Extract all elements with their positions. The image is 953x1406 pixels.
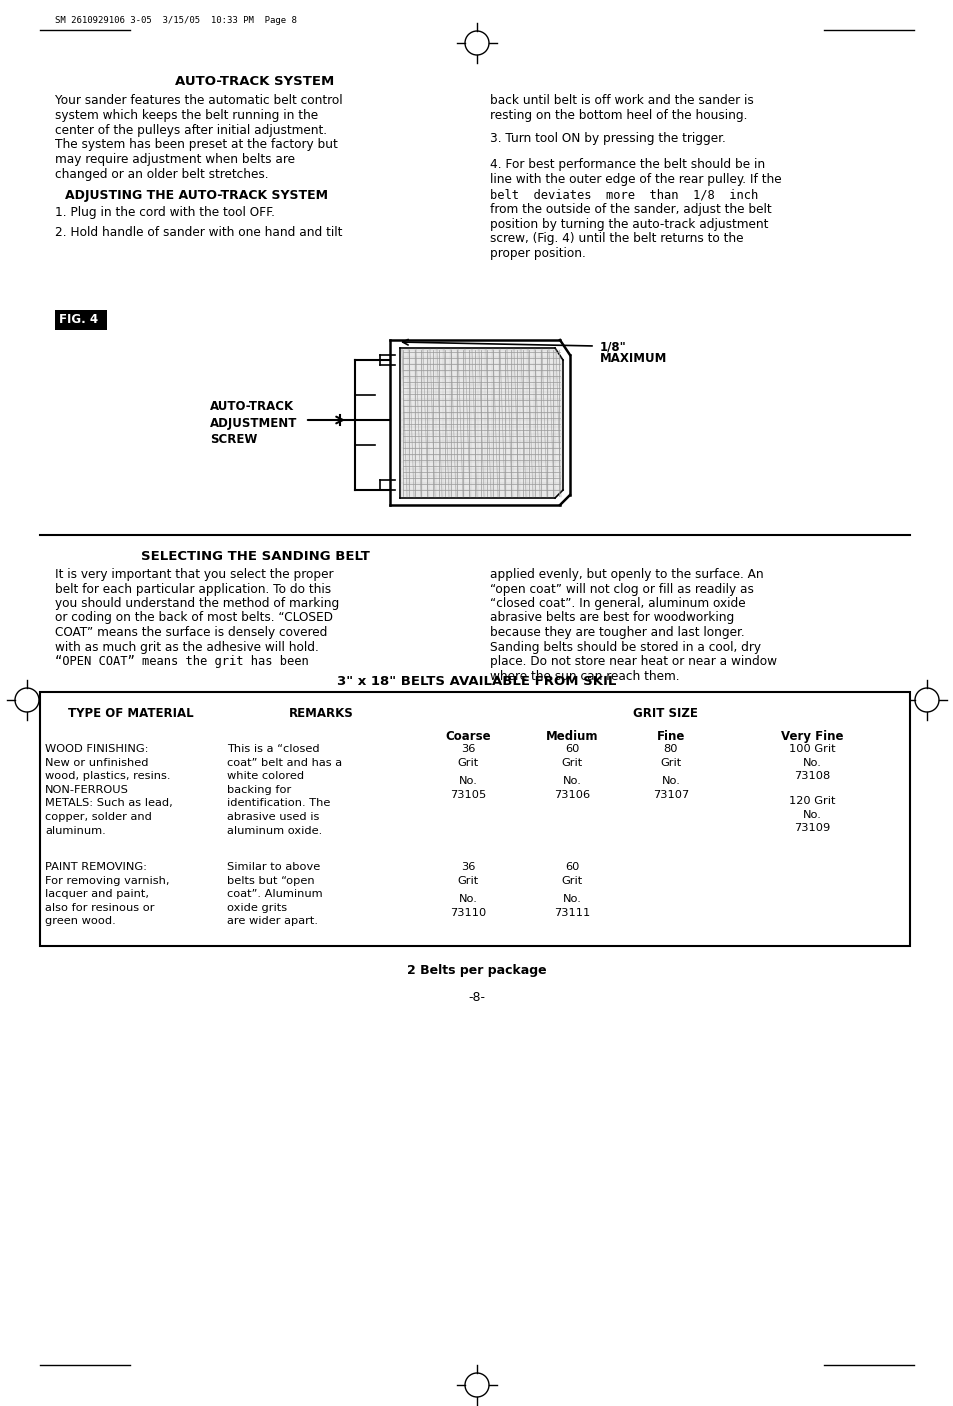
Text: 4. For best performance the belt should be in: 4. For best performance the belt should …: [490, 159, 764, 172]
Text: 80
Grit: 80 Grit: [659, 744, 680, 768]
Text: 2. Hold handle of sander with one hand and tilt: 2. Hold handle of sander with one hand a…: [55, 226, 342, 239]
Text: SELECTING THE SANDING BELT: SELECTING THE SANDING BELT: [140, 550, 369, 562]
Text: Very Fine: Very Fine: [780, 730, 842, 742]
Text: “OPEN COAT” means the grit has been: “OPEN COAT” means the grit has been: [55, 655, 309, 668]
Text: AUTO-TRACK
ADJUSTMENT
SCREW: AUTO-TRACK ADJUSTMENT SCREW: [210, 399, 297, 446]
Text: No.
73106: No. 73106: [554, 776, 590, 800]
Text: No.
73107: No. 73107: [652, 776, 688, 800]
Text: 3" x 18" BELTS AVAILABLE FROM SKIL: 3" x 18" BELTS AVAILABLE FROM SKIL: [337, 675, 616, 688]
Text: 2 Belts per package: 2 Belts per package: [407, 965, 546, 977]
Text: Sanding belts should be stored in a cool, dry: Sanding belts should be stored in a cool…: [490, 641, 760, 654]
Text: -8-: -8-: [468, 991, 485, 1004]
Text: may require adjustment when belts are: may require adjustment when belts are: [55, 153, 294, 166]
Text: WOOD FINISHING:
New or unfinished
wood, plastics, resins.
NON-FERROUS
METALS: Su: WOOD FINISHING: New or unfinished wood, …: [45, 744, 172, 835]
Text: TYPE OF MATERIAL: TYPE OF MATERIAL: [68, 707, 193, 720]
Text: back until belt is off work and the sander is: back until belt is off work and the sand…: [490, 94, 753, 107]
Text: Fine: Fine: [656, 730, 684, 742]
Text: Medium: Medium: [545, 730, 598, 742]
Text: center of the pulleys after initial adjustment.: center of the pulleys after initial adju…: [55, 124, 327, 136]
Text: FIG. 4: FIG. 4: [59, 314, 98, 326]
Text: No.
73111: No. 73111: [554, 894, 590, 918]
Bar: [40, 692, 909, 946]
Text: It is very important that you select the proper: It is very important that you select the…: [55, 568, 334, 581]
Text: or coding on the back of most belts. “CLOSED: or coding on the back of most belts. “CL…: [55, 612, 333, 624]
Text: The system has been preset at the factory but: The system has been preset at the factor…: [55, 138, 337, 152]
Text: MAXIMUM: MAXIMUM: [599, 352, 667, 366]
Text: 1. Plug in the cord with the tool OFF.: 1. Plug in the cord with the tool OFF.: [55, 205, 274, 219]
Text: Your sander features the automatic belt control: Your sander features the automatic belt …: [55, 94, 342, 107]
Text: changed or an older belt stretches.: changed or an older belt stretches.: [55, 167, 268, 181]
Text: 36
Grit: 36 Grit: [456, 744, 478, 768]
Text: position by turning the auto-track adjustment: position by turning the auto-track adjus…: [490, 218, 767, 231]
Text: Similar to above
belts but “open
coat”. Aluminum
oxide grits
are wider apart.: Similar to above belts but “open coat”. …: [227, 862, 322, 927]
Text: resting on the bottom heel of the housing.: resting on the bottom heel of the housin…: [490, 108, 746, 122]
Text: GRIT SIZE: GRIT SIZE: [632, 707, 697, 720]
Text: screw, (Fig. 4) until the belt returns to the: screw, (Fig. 4) until the belt returns t…: [490, 232, 742, 246]
Text: COAT” means the surface is densely covered: COAT” means the surface is densely cover…: [55, 626, 327, 638]
Text: AUTO-TRACK SYSTEM: AUTO-TRACK SYSTEM: [175, 75, 335, 89]
Text: belt  deviates  more  than  1/8  inch: belt deviates more than 1/8 inch: [490, 188, 758, 201]
Text: PAINT REMOVING:
For removing varnish,
lacquer and paint,
also for resinous or
gr: PAINT REMOVING: For removing varnish, la…: [45, 862, 170, 927]
Text: with as much grit as the adhesive will hold.: with as much grit as the adhesive will h…: [55, 641, 318, 654]
Text: ADJUSTING THE AUTO-TRACK SYSTEM: ADJUSTING THE AUTO-TRACK SYSTEM: [65, 188, 328, 202]
Polygon shape: [400, 349, 561, 496]
Text: 60
Grit: 60 Grit: [560, 862, 582, 886]
Text: applied evenly, but openly to the surface. An: applied evenly, but openly to the surfac…: [490, 568, 762, 581]
Text: 1/8": 1/8": [599, 340, 626, 353]
Bar: [55, 309, 107, 330]
Text: 120 Grit
No.
73109: 120 Grit No. 73109: [788, 796, 835, 834]
Text: 36
Grit: 36 Grit: [456, 862, 478, 886]
Text: REMARKS: REMARKS: [289, 707, 353, 720]
Text: abrasive belts are best for woodworking: abrasive belts are best for woodworking: [490, 612, 734, 624]
Text: because they are tougher and last longer.: because they are tougher and last longer…: [490, 626, 744, 638]
Text: No.
73105: No. 73105: [450, 776, 486, 800]
Text: belt for each particular application. To do this: belt for each particular application. To…: [55, 582, 331, 596]
Text: line with the outer edge of the rear pulley. If the: line with the outer edge of the rear pul…: [490, 173, 781, 186]
Text: place. Do not store near heat or near a window: place. Do not store near heat or near a …: [490, 655, 776, 668]
Text: “open coat” will not clog or fill as readily as: “open coat” will not clog or fill as rea…: [490, 582, 753, 596]
Text: This is a “closed
coat” belt and has a
white colored
backing for
identification.: This is a “closed coat” belt and has a w…: [227, 744, 342, 835]
Text: where the sun can reach them.: where the sun can reach them.: [490, 669, 679, 682]
Text: system which keeps the belt running in the: system which keeps the belt running in t…: [55, 108, 317, 122]
Text: 60
Grit: 60 Grit: [560, 744, 582, 768]
Text: 3. Turn tool ON by pressing the trigger.: 3. Turn tool ON by pressing the trigger.: [490, 132, 725, 145]
Text: 100 Grit
No.
73108: 100 Grit No. 73108: [788, 744, 835, 782]
Text: from the outside of the sander, adjust the belt: from the outside of the sander, adjust t…: [490, 202, 771, 215]
Text: No.
73110: No. 73110: [450, 894, 486, 918]
Text: you should understand the method of marking: you should understand the method of mark…: [55, 598, 339, 610]
Text: Coarse: Coarse: [445, 730, 490, 742]
Text: SM 2610929106 3-05  3/15/05  10:33 PM  Page 8: SM 2610929106 3-05 3/15/05 10:33 PM Page…: [55, 15, 296, 25]
Text: “closed coat”. In general, aluminum oxide: “closed coat”. In general, aluminum oxid…: [490, 598, 745, 610]
Text: proper position.: proper position.: [490, 247, 585, 260]
